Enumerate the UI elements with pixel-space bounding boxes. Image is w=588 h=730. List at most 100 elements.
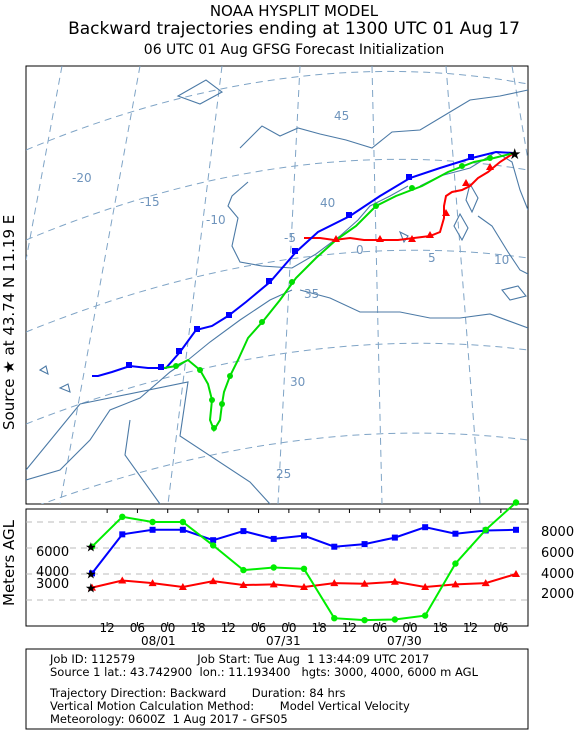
lon-label-m10: -10	[206, 213, 226, 227]
y-tick-2000: 2000	[541, 587, 574, 602]
profile-point-4000-9	[361, 541, 368, 548]
footer-line-4: Vertical Motion Calculation Method: Mode…	[50, 699, 410, 713]
source-star-icon: ★	[508, 145, 521, 163]
profile-point-4000-4	[210, 537, 217, 544]
trajectory-4000m	[92, 150, 515, 377]
profile-series: ★★★	[85, 499, 520, 624]
profile-point-3000-10	[390, 577, 399, 585]
profile-point-4000-11	[422, 524, 429, 531]
lon-label-m20: -20	[72, 171, 92, 185]
profile-point-6000-1	[119, 513, 126, 520]
profile-point-3000-12	[451, 580, 460, 588]
profile-point-4000-3	[179, 526, 186, 533]
footer-line-2: Source 1 lat.: 43.742900 lon.: 11.193400…	[50, 665, 478, 679]
x-tick-label: 12	[342, 621, 357, 635]
lon-label-m5: -5	[284, 231, 296, 245]
meteorology: Meteorology: 0600Z 1 Aug 2017 - GFS05	[50, 712, 288, 726]
latitude-grid	[26, 70, 528, 504]
footer-frame	[25, 648, 529, 730]
markers-3000m	[332, 163, 494, 242]
x-tick-label: 06	[251, 621, 266, 635]
longitude-grid	[26, 66, 528, 504]
start-star-icon: ★	[85, 541, 97, 556]
date-label-0731: 07/31	[266, 634, 301, 648]
job-id: Job ID: 112579	[50, 652, 136, 666]
x-tick-label: 12	[100, 621, 115, 635]
map-area: 45 40 35 30 25 -20 -15 -10 -5 0 5 10	[26, 66, 528, 504]
vertical-motion-label: Vertical Motion Calculation Method:	[50, 699, 255, 713]
profile-point-3000-8	[330, 579, 339, 587]
markers-4000m	[126, 154, 474, 370]
duration: Duration: 84 hrs	[251, 686, 346, 700]
start-height-3000: 3000	[36, 577, 69, 592]
markers-6000m	[173, 155, 493, 431]
footer-line-3: Trajectory Direction: Backward Duration:…	[50, 686, 346, 700]
profile-point-4000-12	[452, 530, 459, 537]
profile-point-3000-14	[512, 570, 520, 577]
model-title: NOAA HYSPLIT MODEL	[209, 2, 379, 20]
profile-point-3000-11	[421, 583, 430, 590]
profile-point-4000-1	[119, 531, 126, 538]
profile-point-3000-5	[239, 581, 248, 589]
y-tick-6000: 6000	[541, 546, 574, 561]
lon-label-m15: -15	[140, 195, 160, 209]
profile-point-3000-9	[360, 579, 369, 587]
profile-point-6000-6	[270, 564, 277, 571]
lon-label-0: 0	[356, 243, 364, 257]
right-y-ticks: 8000 6000 4000 2000	[541, 525, 574, 602]
x-tick-label: 12	[463, 621, 478, 635]
x-tick-label: 18	[190, 621, 205, 635]
lat-label-30: 30	[290, 375, 305, 389]
x-tick-label: 18	[312, 621, 327, 635]
job-start: Job Start: Tue Aug 1 13:44:09 UTC 2017	[197, 652, 430, 666]
profile-point-3000-13	[481, 579, 490, 587]
profile-point-4000-14	[513, 526, 519, 533]
start-height-6000: 6000	[36, 545, 69, 560]
lat-label-35: 35	[304, 287, 319, 301]
date-label-0730: 07/30	[387, 634, 422, 648]
profile-point-6000-0	[88, 543, 96, 550]
lat-label-40: 40	[320, 196, 335, 210]
profile-point-4000-7	[301, 532, 307, 539]
map-frame	[25, 65, 529, 505]
date-labels: 08/01 07/31 07/30	[141, 634, 422, 648]
profile-point-6000-5	[240, 566, 247, 574]
chart-title: Backward trajectories ending at 1300 UTC…	[68, 19, 520, 39]
lon-label-10: 10	[494, 253, 509, 267]
profile-point-3000-0	[88, 583, 96, 591]
x-tick-label: 00	[281, 621, 296, 635]
profile-point-6000-9	[361, 616, 368, 624]
profile-point-6000-13	[482, 526, 489, 533]
profile-gridlines	[26, 521, 528, 601]
trajectory-3000m	[304, 152, 515, 242]
vertical-motion-value: Model Vertical Velocity	[279, 699, 410, 713]
start-height-4000: 4000	[36, 565, 69, 580]
x-tick-label: 06	[493, 621, 508, 635]
profile-point-6000-14	[512, 499, 520, 506]
footer-line-1: Job ID: 112579 Job Start: Tue Aug 1 13:4…	[50, 652, 429, 666]
profile-x-ticks	[106, 509, 502, 626]
trajectory-markers	[126, 154, 494, 431]
profile-point-4000-2	[149, 526, 156, 533]
profile-point-3000-7	[300, 583, 308, 590]
profile-point-4000-0	[89, 570, 95, 577]
y-tick-4000: 4000	[541, 567, 574, 582]
profile-point-4000-8	[331, 543, 338, 550]
source-side-label: Source ★ at 43.74 N 11.19 E	[0, 215, 18, 430]
x-tick-label: 12	[221, 621, 236, 635]
profile-point-4000-6	[270, 535, 277, 542]
profile-point-4000-10	[391, 534, 398, 541]
x-tick-label: 06	[372, 621, 387, 635]
profile-y-axis-label: Meters AGL	[0, 519, 18, 606]
lat-label-25: 25	[276, 467, 291, 481]
grid-labels: 45 40 35 30 25 -20 -15 -10 -5 0 5 10	[72, 109, 509, 481]
lon-label-5: 5	[428, 251, 436, 265]
x-tick-label: 00	[160, 621, 175, 635]
profile-point-3000-3	[178, 583, 187, 590]
x-tick-labels: 12 06 00 18 12 06 00 18 12 06 00 18 12 06	[100, 621, 509, 635]
profile-point-6000-7	[300, 565, 308, 572]
start-star-icon: ★	[85, 582, 97, 597]
profile-point-3000-6	[269, 580, 278, 588]
profile-point-6000-11	[421, 612, 429, 619]
